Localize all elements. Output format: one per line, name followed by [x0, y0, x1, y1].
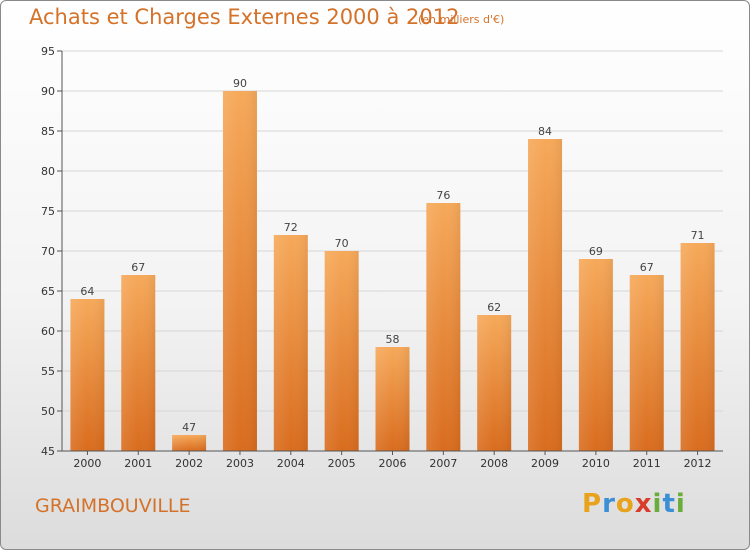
- x-tick-label: 2008: [480, 457, 508, 470]
- data-label: 69: [589, 245, 603, 258]
- bar-sheen: [324, 251, 359, 451]
- y-tick-label: 65: [41, 285, 55, 298]
- data-label: 70: [335, 237, 349, 250]
- y-tick-label: 80: [41, 165, 55, 178]
- logo-letter: o: [615, 489, 635, 519]
- x-tick-label: 2009: [531, 457, 559, 470]
- bar-sheen: [629, 275, 664, 451]
- data-label: 47: [182, 421, 196, 434]
- bar-sheen: [578, 259, 613, 451]
- logo-letter: r: [602, 489, 616, 519]
- y-tick-label: 95: [41, 45, 55, 58]
- bar-sheen: [375, 347, 410, 451]
- y-tick-label: 70: [41, 245, 55, 258]
- x-tick-label: 2007: [429, 457, 457, 470]
- logo-letter: P: [582, 489, 603, 519]
- y-tick-label: 85: [41, 125, 55, 138]
- x-tick-label: 2010: [582, 457, 610, 470]
- data-label: 84: [538, 125, 552, 138]
- data-label: 62: [487, 301, 501, 314]
- bar-sheen: [222, 91, 257, 451]
- bar-sheen: [680, 243, 715, 451]
- data-label: 67: [131, 261, 145, 274]
- data-label: 64: [80, 285, 94, 298]
- logo-letter: x: [634, 489, 653, 519]
- bar-sheen: [528, 139, 563, 451]
- axes-group: 45 50 55 60 65 70 75 80 85 90 95 2000 2001 2002 2003 20…: [41, 45, 723, 470]
- data-label: 76: [436, 189, 450, 202]
- bar-sheen: [273, 235, 308, 451]
- bar-sheen: [121, 275, 156, 451]
- data-label: 72: [284, 221, 298, 234]
- x-tick-label: 2002: [175, 457, 203, 470]
- x-tick-label: 2005: [328, 457, 356, 470]
- bar-sheen: [70, 299, 105, 451]
- data-label: 90: [233, 77, 247, 90]
- bars-group: 64 67 47 90 72 70 58 76 62 84 69 67 71: [70, 77, 715, 451]
- y-tick-label: 55: [41, 365, 55, 378]
- x-tick-label: 2012: [684, 457, 712, 470]
- x-tick-label: 2001: [124, 457, 152, 470]
- y-tick-label: 50: [41, 405, 55, 418]
- y-tick-label: 90: [41, 85, 55, 98]
- place-name: GRAIMBOUVILLE: [35, 495, 191, 517]
- bar-sheen: [477, 315, 512, 451]
- x-tick-label: 2003: [226, 457, 254, 470]
- logo-letter: i: [675, 489, 686, 519]
- bar-sheen: [172, 435, 207, 451]
- data-label: 58: [386, 333, 400, 346]
- y-tick-label: 45: [41, 445, 55, 458]
- y-tick-label: 60: [41, 325, 55, 338]
- bar-sheen: [426, 203, 461, 451]
- x-tick-label: 2000: [73, 457, 101, 470]
- logo-letter: t: [662, 489, 676, 519]
- proxiti-logo: Proxiti: [582, 489, 686, 519]
- chart-title: Achats et Charges Externes 2000 à 2012: [29, 5, 460, 29]
- data-label: 71: [691, 229, 705, 242]
- x-tick-label: 2011: [633, 457, 661, 470]
- chart-unit: (en milliers d'€): [418, 13, 505, 26]
- logo-letter: i: [652, 489, 663, 519]
- y-tick-label: 75: [41, 205, 55, 218]
- data-label: 67: [640, 261, 654, 274]
- x-tick-label: 2004: [277, 457, 305, 470]
- x-tick-label: 2006: [379, 457, 407, 470]
